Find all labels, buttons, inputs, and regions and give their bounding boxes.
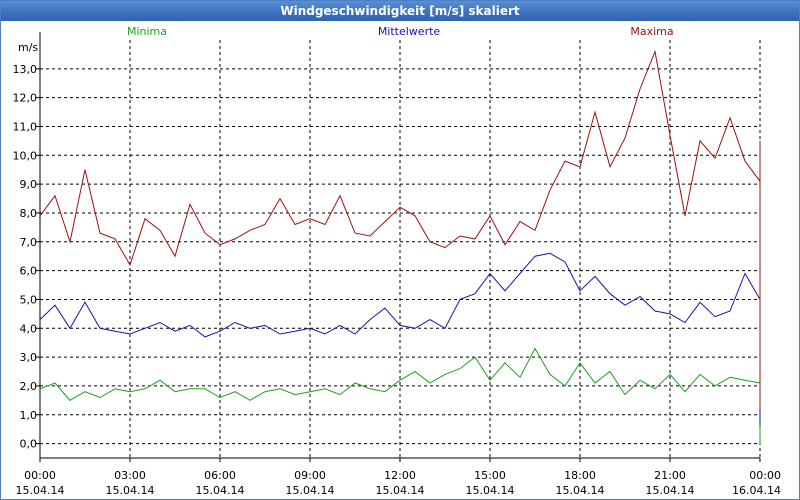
y-tick-label: 7,0 (20, 236, 38, 249)
x-tick-labels: 00:00 15.04.14 03:00 15.04.14 06:00 15.04.14 0… (16, 458, 781, 497)
x-tick-time: 18:00 (564, 469, 596, 482)
x-tick-date: 15.04.14 (16, 484, 65, 497)
series-layer (39, 49, 761, 444)
y-tick-label: 9,0 (20, 178, 38, 191)
x-tick-date: 16.04.14 (732, 484, 781, 497)
y-tick-label: 4,0 (20, 322, 38, 335)
x-tick-date: 15.04.14 (286, 484, 335, 497)
y-axis-label: m/s (18, 41, 38, 54)
x-tick-time: 00:00 (749, 469, 781, 482)
legend-maxima: Maxima (630, 25, 673, 38)
series-line-maxima (39, 49, 761, 409)
x-tick-time: 15:00 (474, 469, 506, 482)
y-tick-label: 1,0 (20, 409, 38, 422)
y-tick-label: 12,0 (13, 92, 38, 105)
x-tick-time: 06:00 (204, 469, 236, 482)
x-tick-date: 15.04.14 (196, 484, 245, 497)
y-tick-label: 8,0 (20, 207, 38, 220)
x-tick-date: 15.04.14 (556, 484, 605, 497)
y-tick-label: 13,0 (13, 63, 38, 76)
x-tick-time: 00:00 (24, 469, 56, 482)
x-tick-date: 15.04.14 (646, 484, 695, 497)
y-tick-label: 2,0 (20, 380, 38, 393)
y-tick-label: 11,0 (13, 120, 38, 133)
window-title: Windgeschwindigkeit [m/s] skaliert (1, 1, 799, 21)
legend-minima: Minima (127, 25, 167, 38)
x-tick-date: 15.04.14 (376, 484, 425, 497)
series-line-mittelwerte (39, 252, 761, 427)
y-tick-label: 3,0 (20, 351, 38, 364)
x-tick-date: 15.04.14 (466, 484, 515, 497)
x-tick-time: 09:00 (294, 469, 326, 482)
legend-mittelwerte: Mittelwerte (378, 25, 441, 38)
x-tick-time: 03:00 (114, 469, 146, 482)
y-tick-label: 10,0 (13, 149, 38, 162)
grid-layer (39, 40, 761, 458)
x-tick-time: 21:00 (654, 469, 686, 482)
y-tick-label: 0,0 (20, 438, 38, 451)
y-tick-label: 5,0 (20, 293, 38, 306)
y-tick-label: 6,0 (20, 265, 38, 278)
x-tick-time: 12:00 (384, 469, 416, 482)
x-tick-date: 15.04.14 (106, 484, 155, 497)
y-tick-labels: 0,0 1,0 2,0 3,0 4,0 5,0 6,0 7,0 8,0 9,0 10,0 11,0 12… (13, 63, 40, 451)
